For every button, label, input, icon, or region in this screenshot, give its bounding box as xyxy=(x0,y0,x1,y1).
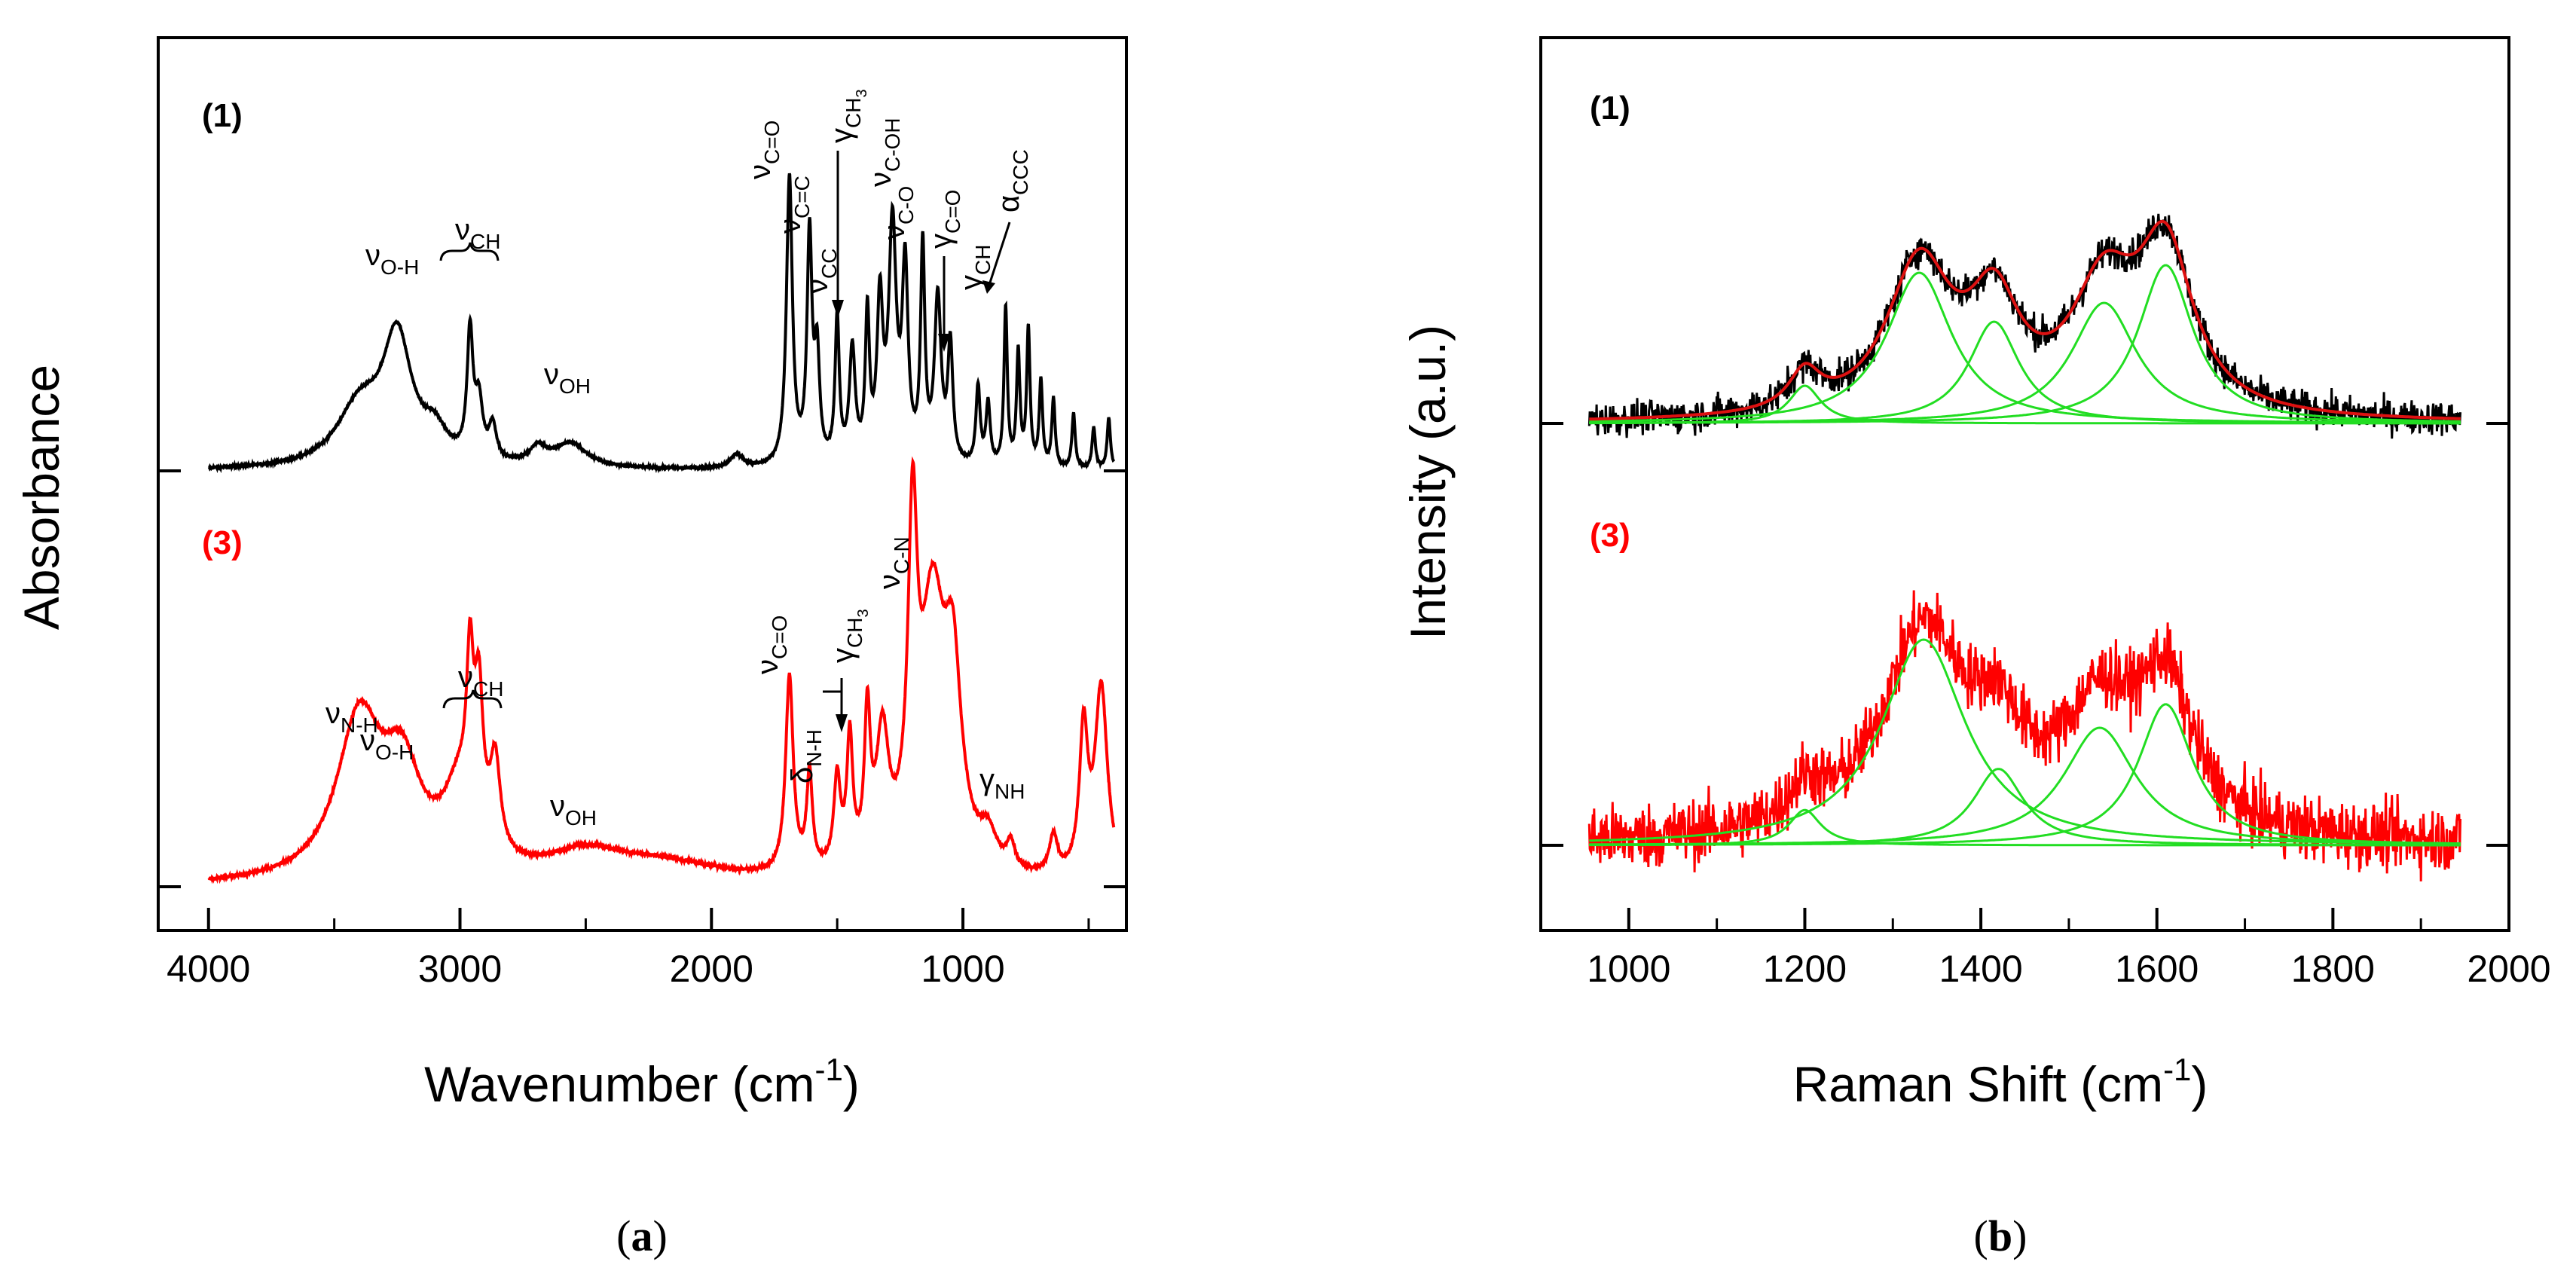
ftir-panel: 4000 3000 2000 1000 (1) (3) νO-H νCH νOH νC… xyxy=(14,36,1128,1260)
fit-component xyxy=(1589,703,2461,846)
band-label-nu-ch-3: νCH xyxy=(458,661,503,701)
x-tick-label: 2000 xyxy=(670,948,753,990)
band-label-gamma-ch3-3: γCH3 xyxy=(827,609,872,663)
band-label-nu-oh: νO-H xyxy=(365,239,419,279)
band-label-gamma-c-o-double: γC=O xyxy=(924,190,964,249)
arrowhead-gamma-ch3-1 xyxy=(832,300,844,318)
band-label-nu-c-oh: νC-OH xyxy=(864,118,904,187)
x-axis-ticks-b: 1000 1200 1400 1600 1800 2000 xyxy=(1587,908,2551,990)
spectra xyxy=(207,173,1116,884)
band-label-nu-c-o-double: νC=O xyxy=(744,121,784,179)
plot-frame-b xyxy=(1539,36,2510,932)
x-tick-label-b: 2000 xyxy=(2467,948,2550,990)
band-label-gamma-ch: γCH xyxy=(955,245,995,290)
band-label-nu-c-c-double: νC=C xyxy=(774,176,814,234)
raman-spectra xyxy=(1587,213,2461,881)
x-tick-label: 1000 xyxy=(921,948,1004,990)
raman-data-3 xyxy=(1587,590,2461,881)
spectrum-line-1 xyxy=(207,173,1115,474)
series-label-3: (3) xyxy=(202,524,243,561)
band-label-nu-c-o-double-3: νC=O xyxy=(751,616,791,674)
x-tick-label-b: 1400 xyxy=(1939,948,2022,990)
band-label-nu-c-n: νC-N xyxy=(873,536,913,589)
x-tick-label-b: 1000 xyxy=(1587,948,1670,990)
series-label-1: (1) xyxy=(202,97,243,134)
x-tick-label: 4000 xyxy=(167,948,250,990)
y-axis-label-b: Intensity (a.u.) xyxy=(1400,325,1456,640)
fit-component xyxy=(1589,638,2461,845)
total-fit xyxy=(1589,219,2461,421)
annotations-series-1: νO-H νCH νOH νC=O νC=C νCC γCH3 νC-OH νC… xyxy=(365,89,1032,398)
x-tick-label-b: 1200 xyxy=(1763,948,1847,990)
x-axis-ticks: 4000 3000 2000 1000 xyxy=(167,908,1090,990)
plot-frame xyxy=(157,36,1128,932)
band-label-nu-n-h: νN-H xyxy=(325,697,378,737)
x-tick-label-b: 1600 xyxy=(2115,948,2199,990)
x-tick-label-b: 1800 xyxy=(2291,948,2375,990)
x-axis-label-b: Raman Shift (cm-1) xyxy=(1793,1052,2208,1112)
brace-ch xyxy=(439,242,500,261)
arrow-alpha-ccc xyxy=(988,221,1011,286)
band-label-nu-oh-broad: νOH xyxy=(544,358,591,398)
caption-b: (b) xyxy=(1974,1211,2027,1260)
arrowhead-gamma-ch3-3 xyxy=(836,714,848,732)
arrowhead-alpha-ccc xyxy=(982,280,995,294)
raman-data-1 xyxy=(1587,213,2461,439)
band-label-delta-n-h: δN-H xyxy=(786,729,826,784)
band-label-gamma-ch3-1: γCH3 xyxy=(825,89,870,143)
caption-a: (a) xyxy=(616,1211,668,1260)
raman-panel: 1000 1200 1400 1600 1800 2000 (1) (3) Intensi… xyxy=(1400,36,2551,1260)
band-label-nu-c-o-single: νC-O xyxy=(878,186,918,240)
arrowhead-gamma-c-o xyxy=(938,334,950,352)
fit-component xyxy=(1589,264,2461,424)
band-label-gamma-nh: γNH xyxy=(979,763,1025,803)
annotations-series-3: νN-H νO-H νCH νOH νC=O δN-H γCH3 νC-N γN… xyxy=(325,536,1025,829)
brace-ch-3 xyxy=(442,689,503,709)
band-label-alpha-ccc: αCCC xyxy=(992,149,1032,212)
band-label-nu-o-h-3: νO-H xyxy=(360,724,414,764)
band-label-nu-oh-3: νOH xyxy=(550,790,597,829)
x-tick-label: 3000 xyxy=(418,948,502,990)
series-label-b3: (3) xyxy=(1590,517,1630,554)
spectrum-line-3 xyxy=(207,456,1116,884)
x-axis-label: Wavenumber (cm-1) xyxy=(424,1052,860,1112)
band-label-nu-ch: νCH xyxy=(455,213,500,253)
y-axis-label: Absorbance xyxy=(14,365,69,630)
series-label-b1: (1) xyxy=(1590,90,1630,127)
